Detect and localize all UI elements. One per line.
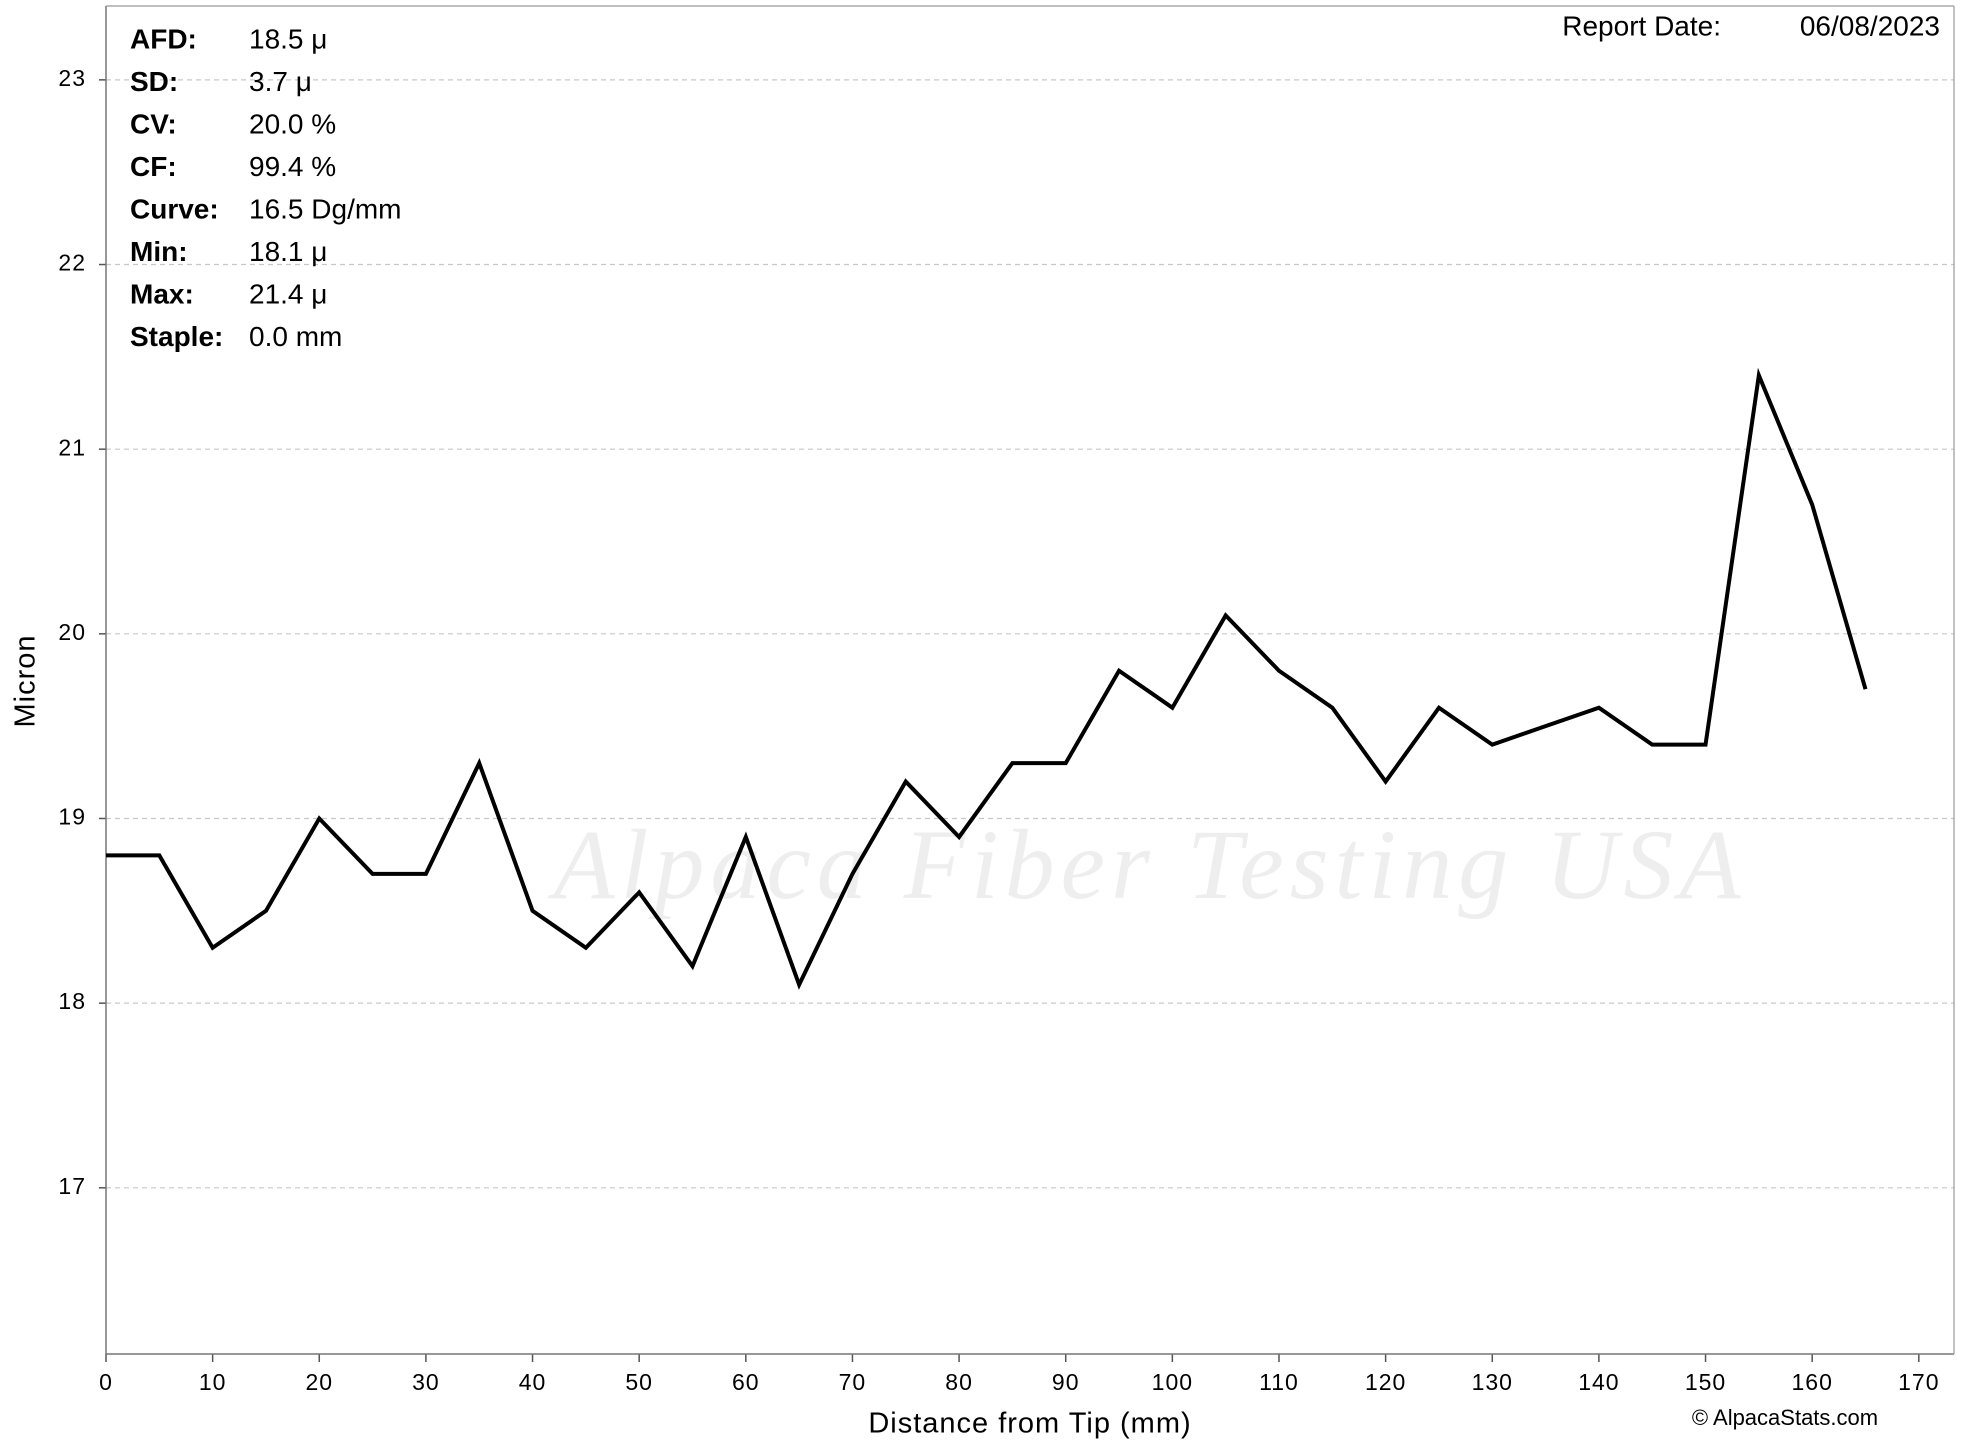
y-tick-label: 17 bbox=[58, 1173, 86, 1199]
y-tick-label: 20 bbox=[58, 619, 86, 645]
stat-label: Staple: bbox=[130, 321, 223, 352]
x-tick-label: 150 bbox=[1685, 1369, 1726, 1395]
stat-value: 3.7 μ bbox=[249, 66, 312, 97]
stat-value: 18.5 μ bbox=[249, 23, 327, 54]
stat-value: 16.5 Dg/mm bbox=[249, 193, 402, 224]
x-tick-label: 60 bbox=[732, 1369, 760, 1395]
x-tick-label: 160 bbox=[1791, 1369, 1832, 1395]
copyright: © AlpacaStats.com bbox=[1692, 1405, 1878, 1430]
stat-label: Min: bbox=[130, 236, 188, 267]
stat-label: Max: bbox=[130, 278, 194, 309]
x-tick-label: 30 bbox=[412, 1369, 440, 1395]
x-tick-label: 100 bbox=[1152, 1369, 1193, 1395]
stat-value: 18.1 μ bbox=[249, 236, 327, 267]
x-tick-label: 110 bbox=[1259, 1369, 1299, 1395]
report-date-label: Report Date: bbox=[1562, 10, 1721, 41]
x-tick-label: 40 bbox=[519, 1369, 547, 1395]
x-axis-title: Distance from Tip (mm) bbox=[868, 1408, 1191, 1440]
y-tick-label: 23 bbox=[58, 65, 86, 91]
x-tick-label: 130 bbox=[1472, 1369, 1513, 1395]
x-tick-label: 90 bbox=[1052, 1369, 1080, 1395]
stat-label: AFD: bbox=[130, 23, 197, 54]
x-tick-label: 80 bbox=[945, 1369, 973, 1395]
chart: Alpaca Fiber Testing USA Distance from T… bbox=[0, 0, 1961, 1445]
x-tick-label: 170 bbox=[1898, 1369, 1939, 1395]
y-tick-label: 22 bbox=[58, 250, 86, 276]
y-tick-label: 21 bbox=[58, 434, 86, 460]
x-tick-label: 50 bbox=[625, 1369, 653, 1395]
x-tick-label: 70 bbox=[839, 1369, 867, 1395]
y-tick-label: 18 bbox=[58, 988, 86, 1014]
stat-value: 0.0 mm bbox=[249, 321, 342, 352]
x-tick-label: 10 bbox=[199, 1369, 227, 1395]
stat-label: Curve: bbox=[130, 193, 219, 224]
stat-value: 99.4 % bbox=[249, 151, 336, 182]
stat-label: CV: bbox=[130, 108, 177, 139]
y-axis-title: Micron bbox=[10, 634, 42, 727]
x-tick-label: 0 bbox=[99, 1369, 113, 1395]
x-tick-label: 120 bbox=[1365, 1369, 1406, 1395]
x-tick-label: 20 bbox=[305, 1369, 333, 1395]
report-date: 06/08/2023 bbox=[1800, 10, 1940, 41]
y-tick-label: 19 bbox=[58, 804, 86, 830]
stat-label: SD: bbox=[130, 66, 178, 97]
stat-value: 21.4 μ bbox=[249, 278, 327, 309]
stat-value: 20.0 % bbox=[249, 108, 336, 139]
stat-label: CF: bbox=[130, 151, 177, 182]
watermark: Alpaca Fiber Testing USA bbox=[547, 809, 1746, 920]
x-tick-label: 140 bbox=[1578, 1369, 1619, 1395]
